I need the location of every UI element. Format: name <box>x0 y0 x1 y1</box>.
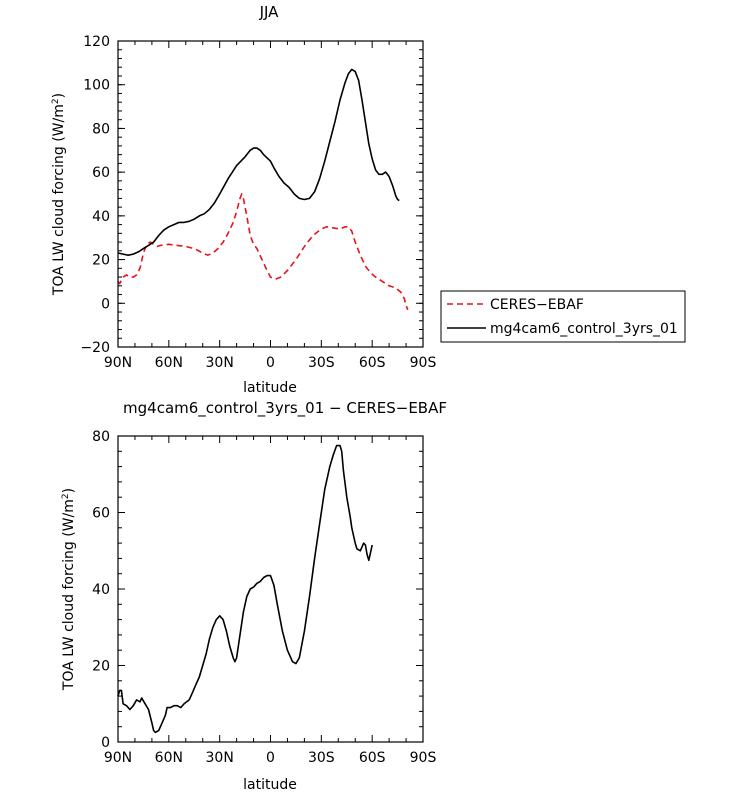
bottom-x-tick-label: 30S <box>308 750 335 766</box>
legend-box <box>440 290 686 343</box>
bottom-chart-tick-labels: 90N 60N 30N 0 30S 60S 90S 0 20 40 60 80 <box>92 429 436 766</box>
bottom-chart-frame <box>117 435 424 743</box>
legend-label-ceres: CERES−EBAF <box>490 297 584 313</box>
legend-label-model: mg4cam6_control_3yrs_01 <box>490 321 678 337</box>
top-chart-ylabel-sup: 2 <box>51 98 61 104</box>
bottom-y-tick-label: 80 <box>92 429 110 445</box>
bottom-chart-ylabel-main: TOA LW cloud forcing (W/m <box>61 499 77 691</box>
bottom-chart-ylabel-sup: 2 <box>61 493 71 499</box>
bottom-chart-ticks <box>117 435 424 743</box>
top-chart: JJA 90N 60N 30N 0 30S 60S 90S −20 0 20 40 60 80 100 12… <box>51 3 436 396</box>
top-y-tick-label: 80 <box>92 121 110 137</box>
top-y-tick-label: 0 <box>101 296 110 312</box>
bottom-chart-xlabel: latitude <box>243 777 297 793</box>
bottom-x-tick-label: 90S <box>410 750 437 766</box>
top-chart-xlabel: latitude <box>243 380 297 396</box>
top-y-tick-label: 120 <box>83 34 110 50</box>
bottom-chart-ylabel: TOA LW cloud forcing (W/m2) <box>61 488 77 691</box>
bottom-chart-series <box>117 444 373 734</box>
top-x-tick-label: 90S <box>410 355 437 371</box>
bottom-chart-title: mg4cam6_control_3yrs_01 − CERES−EBAF <box>123 399 447 418</box>
top-y-tick-label: 40 <box>92 209 110 225</box>
top-x-tick-label: 30S <box>308 355 335 371</box>
top-y-tick-label: 100 <box>83 78 110 94</box>
bottom-y-tick-label: 40 <box>92 582 110 598</box>
top-x-tick-label: 30N <box>206 355 234 371</box>
bottom-x-tick-label: 90N <box>104 750 132 766</box>
top-y-tick-label: 60 <box>92 165 110 181</box>
top-chart-ylabel-close: ) <box>51 93 67 98</box>
top-x-tick-label: 60N <box>155 355 183 371</box>
top-y-tick-label: −20 <box>80 340 110 356</box>
bottom-y-tick-label: 0 <box>101 735 110 751</box>
bottom-x-tick-label: 60S <box>359 750 386 766</box>
top-chart-title: JJA <box>259 3 280 21</box>
top-series-line-1 <box>117 68 400 256</box>
top-chart-ylabel: TOA LW cloud forcing (W/m2) <box>51 93 67 296</box>
bottom-chart-ylabel-close: ) <box>61 488 77 493</box>
top-chart-ticks <box>117 40 424 348</box>
top-chart-tick-labels: 90N 60N 30N 0 30S 60S 90S −20 0 20 40 60 80 100 120 <box>80 34 436 371</box>
bottom-x-tick-label: 30N <box>206 750 234 766</box>
bottom-series-line-0 <box>117 444 373 734</box>
bottom-chart: mg4cam6_control_3yrs_01 − CERES−EBAF 90N… <box>61 399 447 793</box>
bottom-x-tick-label: 60N <box>155 750 183 766</box>
top-chart-series <box>117 68 409 311</box>
top-x-tick-label: 60S <box>359 355 386 371</box>
top-chart-frame <box>117 40 424 348</box>
top-series-line-0 <box>117 193 409 311</box>
legend: CERES−EBAF mg4cam6_control_3yrs_01 <box>440 290 686 343</box>
top-x-tick-label: 90N <box>104 355 132 371</box>
bottom-y-tick-label: 60 <box>92 506 110 522</box>
top-x-tick-label: 0 <box>266 355 275 371</box>
bottom-x-tick-label: 0 <box>266 750 275 766</box>
top-chart-ylabel-main: TOA LW cloud forcing (W/m <box>51 104 67 296</box>
top-y-tick-label: 20 <box>92 253 110 269</box>
bottom-y-tick-label: 20 <box>92 659 110 675</box>
